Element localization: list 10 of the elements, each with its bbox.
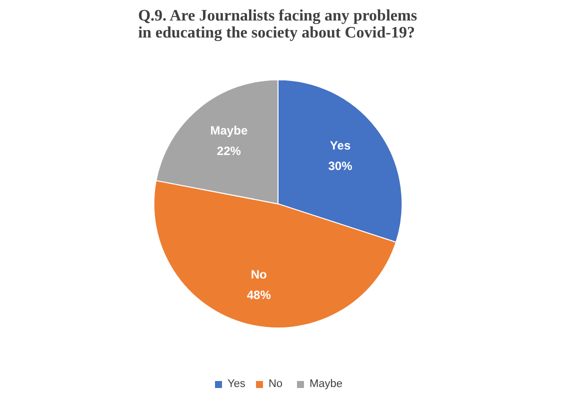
data-label: 30%	[328, 159, 353, 174]
legend-label: No	[268, 378, 284, 390]
slice-label: Yes	[330, 138, 351, 153]
data-label: 22%	[216, 144, 242, 158]
data-label: 48%	[246, 288, 272, 302]
legend-label: Yes	[227, 378, 246, 390]
slice-label: No	[250, 268, 267, 282]
chart-title: Q.9. Are Journalists facing any problems in educating the society about Covid-19?	[138, 8, 418, 42]
legend-label: Maybe	[309, 378, 343, 390]
slice-label: Maybe	[210, 124, 248, 138]
